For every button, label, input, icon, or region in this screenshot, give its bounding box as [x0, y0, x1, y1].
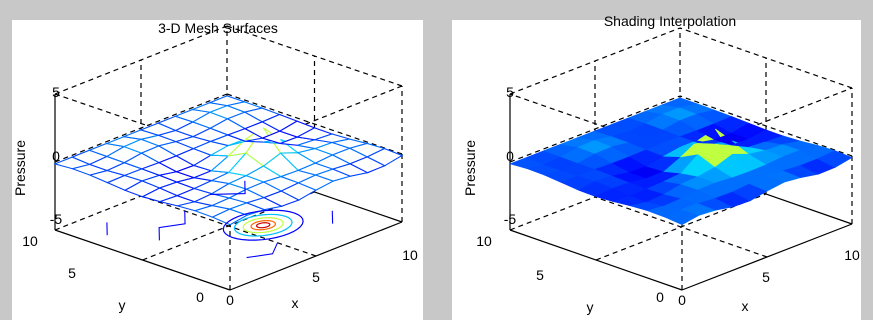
- tick-labels: 5 0 -5 10 5 0 0 5 10: [22, 84, 418, 308]
- contour-line: [210, 180, 246, 195]
- grid-line: [509, 95, 681, 163]
- y-axis-label: y: [119, 297, 126, 313]
- shaded-surface: [509, 97, 853, 226]
- x-tick-label: 10: [402, 247, 418, 263]
- contour-line: [233, 213, 293, 237]
- x-axis-label: x: [292, 295, 299, 311]
- y-tick-label: 5: [68, 265, 76, 281]
- x-tick-label: 5: [762, 269, 770, 285]
- grid-line: [54, 93, 228, 163]
- shaded-surface-plot: Shading Interpolation 5 0 -5 10 5 0 0 5 …: [452, 13, 861, 320]
- z-tick-label: 0: [506, 148, 514, 164]
- surface-patch: [817, 150, 853, 168]
- z-tick-label: 5: [52, 84, 60, 100]
- x-tick-label: 0: [678, 292, 686, 308]
- contour-line: [246, 242, 279, 259]
- y-tick-label: 5: [536, 267, 544, 283]
- z-tick-label: -5: [504, 211, 517, 227]
- x-axis-label: x: [742, 298, 749, 314]
- chart-title: Shading Interpolation: [604, 13, 736, 29]
- z-tick-label: 5: [506, 84, 514, 100]
- grid-line: [679, 95, 853, 157]
- y-tick-label: 0: [196, 289, 204, 305]
- x-tick-label: 10: [844, 247, 860, 263]
- grid-line: [226, 93, 403, 155]
- y-axis-label: y: [587, 299, 594, 315]
- z-tick-label: 0: [52, 148, 60, 164]
- mesh-surface: [53, 95, 404, 226]
- x-tick-label: 0: [226, 292, 234, 308]
- mesh-surface-plot: 3-D Mesh Surfaces 5 0 -5 10 5 0 0 5 10 P…: [12, 20, 423, 320]
- z-tick-label: -5: [50, 211, 63, 227]
- contour-line: [250, 220, 277, 231]
- tick-labels: 5 0 -5 10 5 0 0 5 10: [476, 84, 860, 308]
- z-axis-label: Pressure: [462, 140, 478, 196]
- mesh-cell: [366, 147, 404, 167]
- z-axis-label: Pressure: [12, 140, 28, 196]
- y-tick-label: 10: [22, 233, 38, 249]
- x-tick-label: 5: [312, 269, 320, 285]
- contour-line: [222, 209, 304, 241]
- chart-title: 3-D Mesh Surfaces: [158, 20, 278, 36]
- contour-line: [158, 210, 186, 241]
- contour-line: [255, 222, 271, 229]
- contour-line: [242, 217, 284, 234]
- y-tick-label: 10: [476, 233, 492, 249]
- floor-contours: [106, 180, 334, 259]
- grid-line: [140, 195, 317, 257]
- y-tick-label: 0: [656, 289, 664, 305]
- grid-line: [594, 196, 768, 258]
